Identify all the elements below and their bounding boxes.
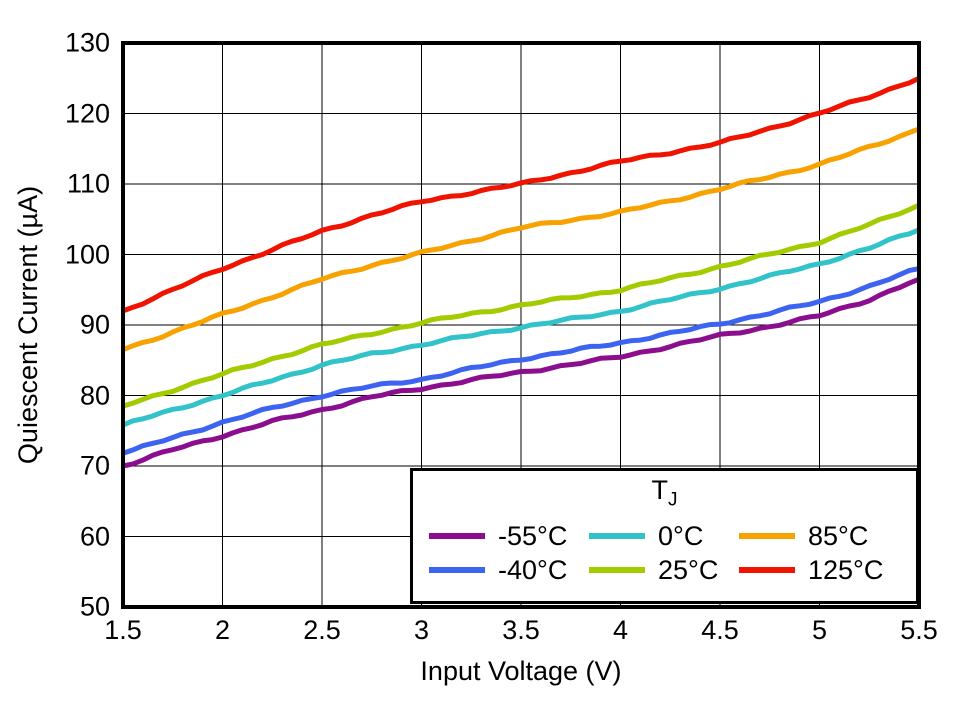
x-tick-label: 5.5 — [900, 615, 938, 645]
y-tick-label: 60 — [79, 521, 110, 551]
x-tick-label: 1.5 — [104, 615, 142, 645]
x-tick-label: 2.5 — [303, 615, 341, 645]
legend-title: TJ — [413, 475, 916, 511]
legend-label: -40°C — [498, 554, 568, 585]
legend-item: -40°C — [429, 553, 589, 587]
legend-label: 85°C — [808, 520, 869, 551]
y-axis-title: Quiescent Current (µA) — [13, 185, 43, 465]
legend-label: 0°C — [658, 520, 704, 551]
legend-swatch-line — [739, 533, 795, 540]
legend-label: -55°C — [498, 520, 568, 551]
x-tick-label: 3 — [413, 615, 430, 645]
legend-item: 0°C — [589, 519, 739, 553]
x-tick-label: 5 — [811, 615, 828, 645]
x-tick-label: 4 — [612, 615, 629, 645]
legend: TJ -55°C -40°C 0°C 25°C 85°C 125°C — [410, 468, 919, 604]
legend-swatch-line — [589, 567, 645, 574]
y-tick-label: 110 — [66, 168, 110, 199]
y-tick-label: 70 — [79, 450, 110, 481]
legend-swatch-line — [429, 567, 485, 574]
y-tick-label: 100 — [64, 239, 110, 269]
legend-item: 25°C — [589, 553, 739, 587]
legend-items: -55°C -40°C 0°C 25°C 85°C 125°C — [413, 519, 916, 587]
y-tick-label: 120 — [64, 98, 110, 128]
legend-label: 25°C — [658, 554, 719, 585]
x-tick-label: 4.5 — [701, 615, 739, 645]
legend-label: 125°C — [808, 554, 884, 585]
legend-title-main: T — [651, 475, 669, 505]
legend-item: -55°C — [429, 519, 589, 553]
x-tick-label: 2 — [214, 615, 231, 645]
legend-title-sub: J — [668, 489, 678, 511]
data-series — [122, 76, 921, 469]
y-tick-label: 80 — [79, 380, 110, 410]
y-tick-label: 90 — [79, 309, 110, 340]
x-tick-label: 3.5 — [502, 615, 540, 645]
legend-item: 125°C — [739, 553, 916, 587]
x-axis-title: Input Voltage (V) — [420, 656, 622, 686]
legend-swatch-line — [739, 567, 795, 574]
legend-swatch-line — [429, 533, 485, 540]
plot-frame — [121, 41, 921, 609]
y-tick-label: 50 — [79, 591, 110, 622]
legend-item: 85°C — [739, 519, 916, 553]
y-tick-label: 130 — [64, 27, 110, 58]
legend-swatch-line — [589, 533, 645, 540]
